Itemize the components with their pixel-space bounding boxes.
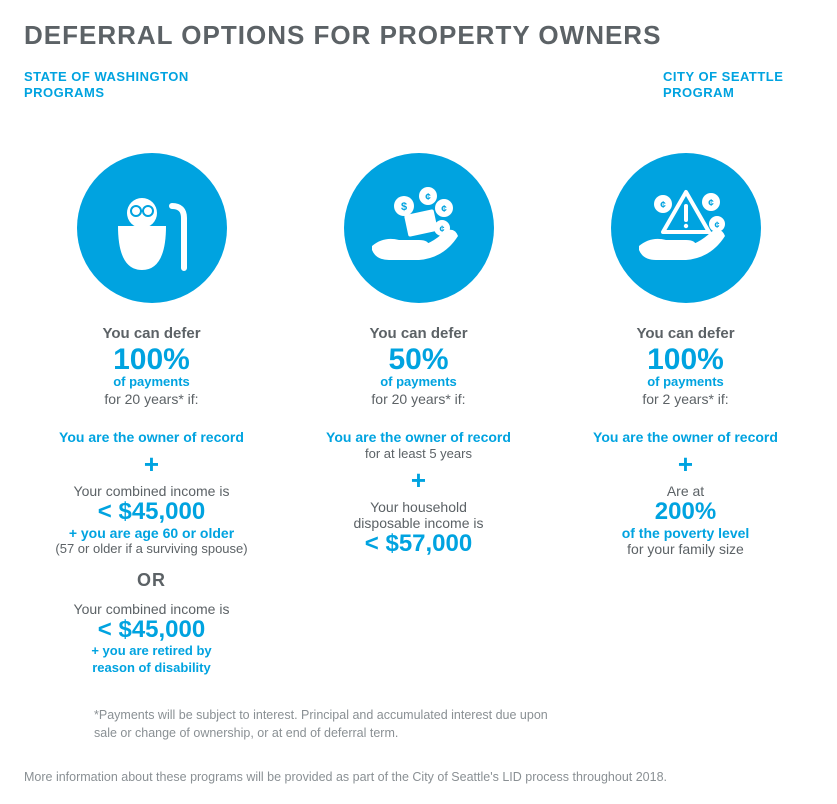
- income-value-2: < $45,000: [24, 617, 279, 643]
- program-subheadings: STATE OF WASHINGTON PROGRAMS CITY OF SEA…: [24, 69, 813, 109]
- for-years: for 20 years* if:: [24, 391, 279, 407]
- for-years: for 2 years* if:: [558, 391, 813, 407]
- icon-wrap: SENIORS AND DISABLED: [24, 113, 279, 303]
- percent: 100%: [558, 344, 813, 376]
- low-income-icon: $ ¢ ¢ ¢: [344, 153, 494, 303]
- age-sub: (57 or older if a surviving spouse): [24, 541, 279, 556]
- household-value: < $57,000: [291, 531, 546, 557]
- plus-icon: +: [24, 451, 279, 477]
- plus-icon: +: [558, 451, 813, 477]
- subhead-state: STATE OF WASHINGTON PROGRAMS: [24, 69, 224, 102]
- arc-label-svg: ECONOMIC HARDSHIP: [558, 113, 813, 153]
- owner-line: You are the owner of record: [24, 429, 279, 445]
- svg-text:¢: ¢: [425, 192, 431, 203]
- col-economic-hardship: ECONOMIC HARDSHIP ¢ ¢ ¢ You can defe: [558, 113, 813, 677]
- plus-icon: +: [291, 467, 546, 493]
- you-can-defer: You can defer: [291, 325, 546, 342]
- retired-line-1: + you are retired by: [24, 643, 279, 660]
- family-size: for your family size: [558, 541, 813, 557]
- owner-line: You are the owner of record: [558, 429, 813, 445]
- columns-row: SENIORS AND DISABLED You can defer 100% …: [24, 113, 813, 677]
- you-can-defer: You can defer: [558, 325, 813, 342]
- page-title: DEFERRAL OPTIONS FOR PROPERTY OWNERS: [24, 20, 813, 51]
- footnote: *Payments will be subject to interest. P…: [94, 707, 574, 742]
- poverty-pct: 200%: [558, 499, 813, 525]
- col-seniors-disabled: SENIORS AND DISABLED You can defer 100% …: [24, 113, 279, 677]
- household-line-1: Your household: [291, 499, 546, 515]
- percent: 50%: [291, 344, 546, 376]
- col-low-income: LOW-INCOME $ ¢ ¢ ¢ You can defer: [291, 113, 546, 677]
- icon-wrap: ECONOMIC HARDSHIP ¢ ¢ ¢: [558, 113, 813, 303]
- arc-label-svg: SENIORS AND DISABLED: [24, 113, 279, 153]
- of-payments: of payments: [24, 374, 279, 389]
- svg-text:$: $: [400, 201, 406, 213]
- more-info: More information about these programs wi…: [24, 770, 813, 784]
- age-line: + you are age 60 or older: [24, 525, 279, 541]
- percent: 100%: [24, 344, 279, 376]
- owner-sub: for at least 5 years: [291, 446, 546, 461]
- svg-text:¢: ¢: [441, 204, 447, 215]
- income-value: < $45,000: [24, 499, 279, 525]
- hardship-icon: ¢ ¢ ¢: [611, 153, 761, 303]
- are-at: Are at: [558, 483, 813, 499]
- subhead-city: CITY OF SEATTLE PROGRAM: [663, 69, 813, 102]
- seniors-icon: [77, 153, 227, 303]
- arc-label-svg: LOW-INCOME: [291, 113, 546, 153]
- or-divider: OR: [24, 570, 279, 591]
- for-years: for 20 years* if:: [291, 391, 546, 407]
- svg-text:¢: ¢: [439, 224, 444, 234]
- income-label: Your combined income is: [24, 483, 279, 499]
- svg-text:¢: ¢: [708, 198, 714, 209]
- owner-line: You are the owner of record: [291, 429, 546, 445]
- household-line-2: disposable income is: [291, 515, 546, 531]
- retired-line-2: reason of disability: [24, 660, 279, 677]
- icon-wrap: LOW-INCOME $ ¢ ¢ ¢: [291, 113, 546, 303]
- svg-text:¢: ¢: [714, 220, 719, 230]
- income-label-2: Your combined income is: [24, 601, 279, 617]
- poverty-line: of the poverty level: [558, 525, 813, 541]
- of-payments: of payments: [291, 374, 546, 389]
- of-payments: of payments: [558, 374, 813, 389]
- svg-text:¢: ¢: [660, 200, 666, 211]
- you-can-defer: You can defer: [24, 325, 279, 342]
